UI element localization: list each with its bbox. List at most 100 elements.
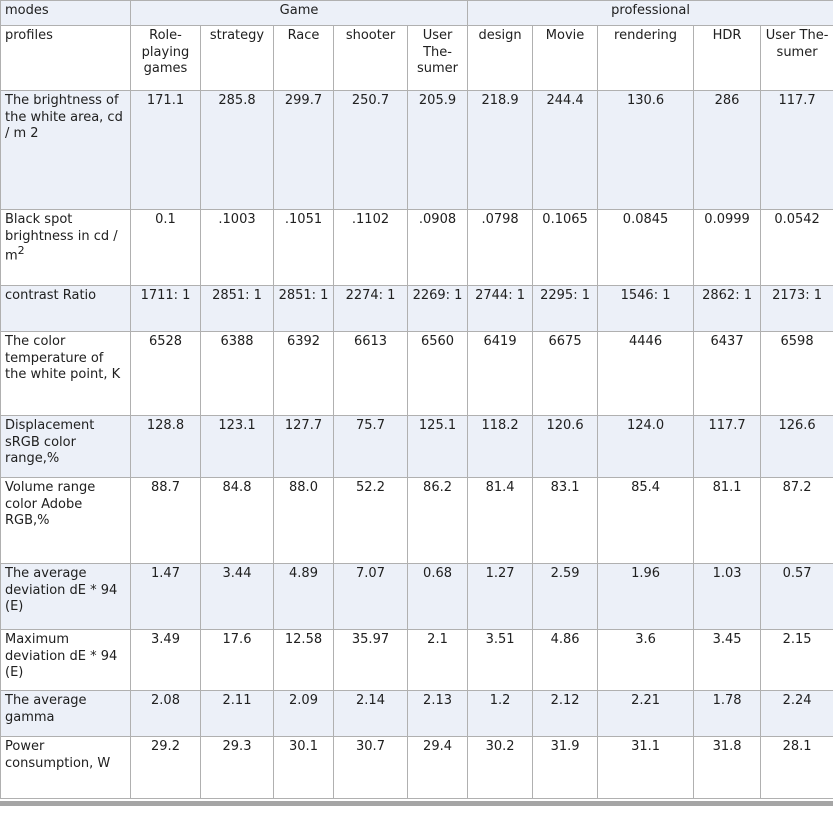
value-cell: 244.4 bbox=[532, 90, 599, 210]
row-label: Displacement sRGB color range,% bbox=[0, 415, 131, 478]
profile-header-row: profiles Role-playing games strategy Rac… bbox=[0, 25, 833, 91]
value-cell: 12.58 bbox=[273, 629, 334, 691]
row-label-text: Maximum deviation dE * 94 (E) bbox=[5, 632, 118, 681]
column-header-strategy: strategy bbox=[200, 25, 274, 91]
value-cell: 2.21 bbox=[597, 690, 695, 737]
value-cell: 88.0 bbox=[273, 477, 334, 564]
table-row: The average deviation dE * 94 (E) 1.47 3.4… bbox=[0, 563, 833, 630]
row-label-text: The average deviation dE * 94 (E) bbox=[5, 566, 118, 615]
value-cell: 6675 bbox=[532, 331, 599, 416]
table-body: The brightness of the white area, cd / m… bbox=[0, 90, 833, 799]
row-label: Maximum deviation dE * 94 (E) bbox=[0, 629, 131, 691]
value-cell: 86.2 bbox=[406, 477, 469, 564]
value-cell: .1051 bbox=[273, 209, 334, 286]
table-row: Volume range color Adobe RGB,% 88.7 84.8 88… bbox=[0, 477, 833, 564]
value-cell: 1.27 bbox=[467, 563, 534, 630]
table-row: Displacement sRGB color range,% 128.8 123.… bbox=[0, 415, 833, 478]
value-cell: 88.7 bbox=[130, 477, 201, 564]
value-cell: 30.2 bbox=[467, 736, 534, 799]
value-cell: 2.1 bbox=[406, 629, 469, 691]
row-label: The color temperature of the white point… bbox=[0, 331, 131, 416]
row-label-text: Power consumption, W bbox=[5, 739, 111, 771]
row-label-text: The brightness of the white area, cd / m… bbox=[5, 93, 123, 142]
value-cell: 3.45 bbox=[693, 629, 762, 691]
value-cell: 124.0 bbox=[597, 415, 695, 478]
column-header-user-thesumer-game: User The-sumer bbox=[406, 25, 469, 91]
value-cell: .0798 bbox=[467, 209, 534, 286]
bottom-scrollbar bbox=[0, 801, 833, 806]
column-header-movie: Movie bbox=[532, 25, 599, 91]
value-cell: 2.11 bbox=[200, 690, 274, 737]
value-cell: 205.9 bbox=[406, 90, 469, 210]
value-cell: 2851: 1 bbox=[200, 285, 274, 332]
value-cell: 218.9 bbox=[467, 90, 534, 210]
monitor-spec-page: modes Game professional profiles Role-pl… bbox=[0, 0, 833, 806]
row-label: Volume range color Adobe RGB,% bbox=[0, 477, 131, 564]
value-cell: 2.12 bbox=[532, 690, 599, 737]
row-label-text: The color temperature of the white point… bbox=[5, 334, 121, 383]
value-cell: 81.1 bbox=[693, 477, 762, 564]
value-cell: 117.7 bbox=[760, 90, 833, 210]
value-cell: 0.0999 bbox=[693, 209, 762, 286]
value-cell: 35.97 bbox=[333, 629, 408, 691]
value-cell: 123.1 bbox=[200, 415, 274, 478]
row-label-text: Black spot brightness in cd / m bbox=[5, 212, 118, 264]
value-cell: 84.8 bbox=[200, 477, 274, 564]
value-cell: 1546: 1 bbox=[597, 285, 695, 332]
value-cell: 83.1 bbox=[532, 477, 599, 564]
value-cell: 4.86 bbox=[532, 629, 599, 691]
column-header-role-playing-games: Role-playing games bbox=[130, 25, 201, 91]
value-cell: 2295: 1 bbox=[532, 285, 599, 332]
table-row: contrast Ratio 1711: 1 2851: 1 2851: 1 2274:… bbox=[0, 285, 833, 332]
value-cell: 127.7 bbox=[273, 415, 334, 478]
value-cell: 6528 bbox=[130, 331, 201, 416]
value-cell: 2269: 1 bbox=[406, 285, 469, 332]
row-label: contrast Ratio bbox=[0, 285, 131, 332]
value-cell: 4.89 bbox=[273, 563, 334, 630]
value-cell: 1.78 bbox=[693, 690, 762, 737]
table-row: The brightness of the white area, cd / m… bbox=[0, 90, 833, 210]
value-cell: 81.4 bbox=[467, 477, 534, 564]
value-cell: 0.0845 bbox=[597, 209, 695, 286]
group-header-professional: professional bbox=[467, 0, 833, 26]
row-label-text: contrast Ratio bbox=[5, 288, 97, 303]
value-cell: 0.68 bbox=[406, 563, 469, 630]
column-header-design: design bbox=[467, 25, 534, 91]
value-cell: 1.2 bbox=[467, 690, 534, 737]
value-cell: 128.8 bbox=[130, 415, 201, 478]
value-cell: 2274: 1 bbox=[333, 285, 408, 332]
value-cell: 2.15 bbox=[760, 629, 833, 691]
value-cell: 52.2 bbox=[333, 477, 408, 564]
value-cell: 31.9 bbox=[532, 736, 599, 799]
value-cell: 2.24 bbox=[760, 690, 833, 737]
value-cell: 3.49 bbox=[130, 629, 201, 691]
value-cell: 4446 bbox=[597, 331, 695, 416]
value-cell: 75.7 bbox=[333, 415, 408, 478]
value-cell: 2.59 bbox=[532, 563, 599, 630]
table-row: Power consumption, W 29.2 29.3 30.1 30.7 29.4… bbox=[0, 736, 833, 799]
column-header-shooter: shooter bbox=[333, 25, 408, 91]
row-label-text: The average gamma bbox=[5, 693, 87, 725]
value-cell: 286 bbox=[693, 90, 762, 210]
column-header-rendering: rendering bbox=[597, 25, 695, 91]
modes-header-cell: modes bbox=[0, 0, 131, 26]
value-cell: 7.07 bbox=[333, 563, 408, 630]
table-row: Maximum deviation dE * 94 (E) 3.49 17.6 12.… bbox=[0, 629, 833, 691]
value-cell: 0.0542 bbox=[760, 209, 833, 286]
monitor-modes-table: modes Game professional profiles Role-pl… bbox=[0, 0, 833, 799]
value-cell: 126.6 bbox=[760, 415, 833, 478]
value-cell: 125.1 bbox=[406, 415, 469, 478]
row-label: The average deviation dE * 94 (E) bbox=[0, 563, 131, 630]
value-cell: 130.6 bbox=[597, 90, 695, 210]
value-cell: 2.14 bbox=[333, 690, 408, 737]
row-label-text: Displacement sRGB color range,% bbox=[5, 418, 95, 467]
value-cell: 3.44 bbox=[200, 563, 274, 630]
value-cell: 1711: 1 bbox=[130, 285, 201, 332]
row-label: The brightness of the white area, cd / m… bbox=[0, 90, 131, 210]
value-cell: 31.1 bbox=[597, 736, 695, 799]
row-label: Power consumption, W bbox=[0, 736, 131, 799]
row-label: The average gamma bbox=[0, 690, 131, 737]
value-cell: 6560 bbox=[406, 331, 469, 416]
value-cell: 87.2 bbox=[760, 477, 833, 564]
value-cell: 30.1 bbox=[273, 736, 334, 799]
